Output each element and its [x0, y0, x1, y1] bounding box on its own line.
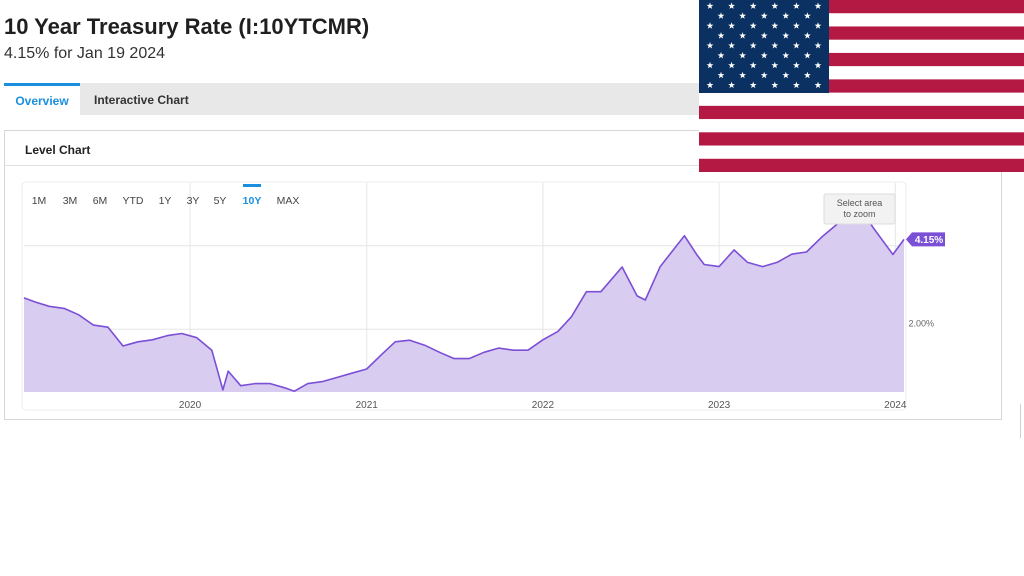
united-states-flag — [699, 0, 1024, 172]
tab-interactive-chart[interactable]: Interactive Chart — [94, 93, 189, 107]
range-active-indicator — [243, 184, 261, 187]
x-tick-label-2023: 2023 — [708, 400, 731, 411]
page-title: 10 Year Treasury Rate (I:10YTCMR) — [4, 14, 370, 39]
x-tick-label-2020: 2020 — [179, 400, 202, 411]
zoom-hint-text: Select area — [837, 198, 883, 208]
range-button-3y[interactable]: 3Y — [187, 195, 200, 207]
range-button-3m[interactable]: 3M — [63, 195, 78, 207]
plot-frame — [21, 181, 907, 411]
range-button-6m[interactable]: 6M — [93, 195, 108, 207]
card-title: Level Chart — [25, 143, 91, 157]
range-selector: 1M 3M 6M YTD 1Y 3Y 5Y 10Y MAX — [32, 184, 300, 207]
range-button-1y[interactable]: 1Y — [159, 195, 172, 207]
side-divider — [1020, 404, 1021, 438]
x-tick-label-2024: 2024 — [884, 400, 907, 411]
range-button-ytd[interactable]: YTD — [123, 195, 144, 207]
last-value-badge-shape — [906, 232, 945, 247]
series-line — [23, 203, 905, 392]
card-header: Level Chart — [5, 131, 1001, 166]
zoom-hint-box — [823, 193, 896, 225]
range-button-max[interactable]: MAX — [277, 195, 300, 207]
last-value-badge: 4.15% — [906, 232, 945, 247]
range-button-5y[interactable]: 5Y — [214, 195, 227, 207]
range-button-1m[interactable]: 1M — [32, 195, 47, 207]
tab-overview[interactable]: Overview — [4, 83, 80, 115]
zoom-hint-text: to zoom — [843, 209, 875, 219]
x-tick-label-2022: 2022 — [532, 400, 555, 411]
series-area — [24, 204, 904, 392]
x-axis-ticks: 2020 2021 2022 2023 2024 — [179, 400, 907, 411]
page-subtitle: 4.15% for Jan 19 2024 — [4, 45, 166, 62]
x-tick-label-2021: 2021 — [356, 400, 379, 411]
range-button-10y[interactable]: 10Y — [243, 195, 262, 207]
tab-bar: Overview Interactive Chart — [4, 83, 1024, 115]
y-tick-label: 2.00% — [908, 318, 934, 328]
last-value-label: 4.15% — [915, 235, 943, 246]
y-axis-ticks: 2.00% — [908, 318, 934, 328]
